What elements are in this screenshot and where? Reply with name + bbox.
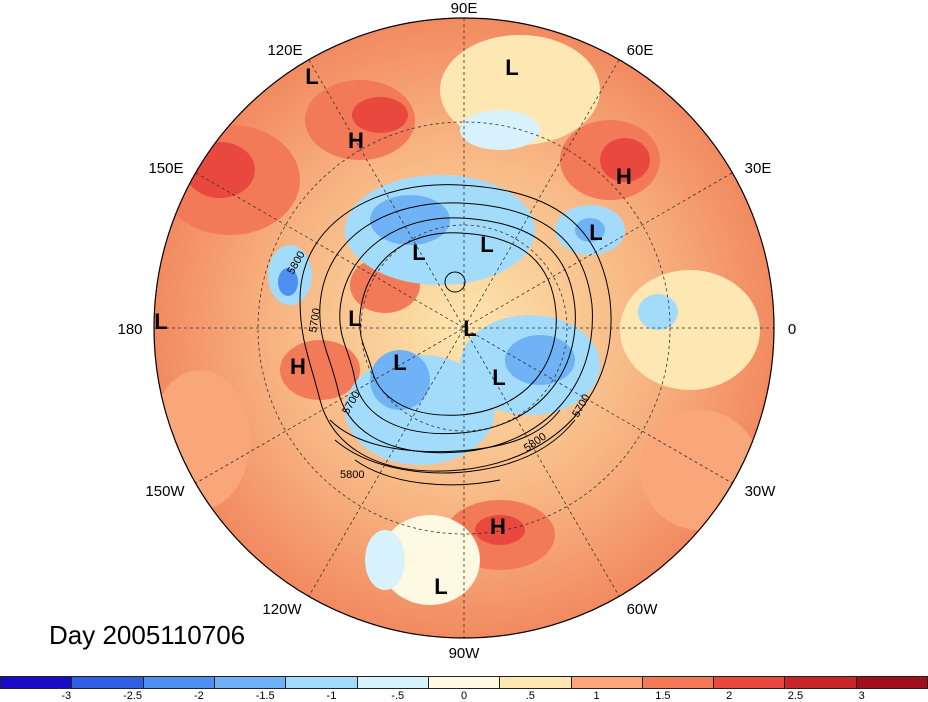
colorbar-tick-label: 1.5 xyxy=(655,690,671,702)
lon-label-90e: 90E xyxy=(451,0,478,17)
low-center: L xyxy=(412,240,425,265)
colorbar-ticks: -3 -2.5 -2 -1.5 -1 -.5 0 .5 1 1.5 2 2.5 3 xyxy=(0,690,928,702)
contour-label: 5700 xyxy=(307,307,323,333)
low-center: L xyxy=(348,306,361,331)
pressure-centers: H H H H L L L L L L L L L L L L xyxy=(154,55,632,599)
lon-label-150e: 150E xyxy=(148,160,183,177)
map-boundary xyxy=(153,17,775,639)
colorbar-swatch xyxy=(714,676,786,689)
low-center: L xyxy=(505,55,518,80)
colorbar-tick-label: -.5 xyxy=(391,690,405,702)
low-center: L xyxy=(305,64,318,89)
anomaly-field xyxy=(154,18,774,638)
low-center: L xyxy=(492,365,505,390)
colorbar-tick-label: -1.5 xyxy=(255,690,275,702)
colorbar-tick-label: .5 xyxy=(525,690,535,702)
high-center: H xyxy=(490,514,506,539)
colorbar-swatch xyxy=(856,676,928,689)
high-center: H xyxy=(616,164,632,189)
low-center: L xyxy=(393,350,406,375)
colorbar-swatch xyxy=(143,676,215,689)
lon-label-30w: 30W xyxy=(745,483,777,500)
graticule xyxy=(154,18,774,638)
lon-label-180: 180 xyxy=(117,321,142,338)
colorbar-tick-label: 0 xyxy=(460,690,468,702)
contour-label: 5800 xyxy=(340,469,364,481)
colorbar-tick-label: 2.5 xyxy=(787,690,804,702)
lon-label-30e: 30E xyxy=(745,160,772,177)
colorbar-tick-label: -2 xyxy=(193,690,204,702)
lon-label-120e: 120E xyxy=(267,42,302,59)
low-center: L xyxy=(480,232,493,257)
high-center: H xyxy=(348,128,364,153)
low-center: L xyxy=(463,316,476,341)
colorbar-swatch xyxy=(500,676,572,689)
colorbar-tick-label: 2 xyxy=(726,690,733,702)
geopotential-contours xyxy=(299,184,612,486)
colorbar-swatch xyxy=(571,676,643,689)
colorbar-swatch xyxy=(785,676,857,689)
colorbar-tick-label: -1 xyxy=(326,690,337,702)
lon-label-60w: 60W xyxy=(627,601,659,618)
longitude-labels: 90E 60E 30E 0 30W 60W 90W 120W 150W 180 … xyxy=(117,0,796,662)
low-center: L xyxy=(154,309,167,334)
colorbar-swatch xyxy=(286,676,358,689)
colorbar-swatch xyxy=(0,676,73,689)
colorbar-tick-label: -2.5 xyxy=(123,690,143,702)
high-center: H xyxy=(290,354,306,379)
low-center: L xyxy=(589,220,602,245)
low-center: L xyxy=(434,574,447,599)
colorbar-tick-label: 1 xyxy=(593,690,600,702)
colorbar-tick-label: -3 xyxy=(61,690,72,702)
colorbar-swatch xyxy=(357,676,429,689)
colorbar-swatch xyxy=(428,676,501,689)
lon-label-90w: 90W xyxy=(449,645,481,662)
colorbar-swatch xyxy=(72,676,144,689)
colorbar xyxy=(0,676,928,689)
map-title: Day 2005110706 xyxy=(49,620,246,650)
colorbar-tick-label: 3 xyxy=(858,690,865,702)
lon-label-120w: 120W xyxy=(262,601,302,618)
polar-map: 90E 60E 30E 0 30W 60W 90W 120W 150W 180 … xyxy=(117,0,796,662)
lon-label-0: 0 xyxy=(788,321,796,338)
lon-label-150w: 150W xyxy=(145,483,185,500)
colorbar-swatch xyxy=(214,676,287,689)
colorbar-swatch xyxy=(642,676,715,689)
lon-label-60e: 60E xyxy=(627,42,654,59)
